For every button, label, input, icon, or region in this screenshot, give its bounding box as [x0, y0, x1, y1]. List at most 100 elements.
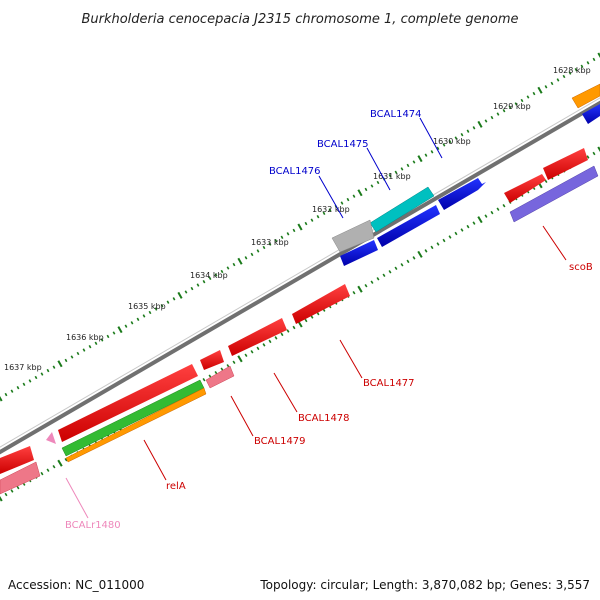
gene-label-scob[interactable]: scoB — [569, 262, 593, 273]
tick-mark — [448, 235, 452, 239]
gene-label-bcalr1480[interactable]: BCALr1480 — [65, 520, 121, 531]
tick-mark — [256, 249, 260, 253]
tick-mark — [286, 329, 290, 333]
genome-summary-text: Topology: circular; Length: 3,870,082 bp… — [260, 578, 590, 592]
tick-mark — [352, 290, 356, 295]
gene-label-bcal1475[interactable]: BCAL1475 — [317, 139, 369, 150]
tick-mark — [310, 218, 314, 222]
tick-mark — [274, 336, 278, 340]
tick-mark — [226, 266, 230, 270]
gene-label-rela[interactable]: relA — [166, 481, 186, 492]
tick-mark — [322, 211, 326, 215]
tick-mark — [117, 326, 123, 334]
tick-mark — [106, 334, 110, 339]
tick-mark — [400, 263, 404, 267]
gene-red-scob-upper[interactable] — [504, 174, 546, 203]
gene-blue-small[interactable] — [340, 240, 378, 266]
tick-mark — [454, 231, 458, 236]
tick-mark — [376, 180, 380, 185]
tick-mark — [424, 153, 428, 157]
tick-mark — [40, 372, 44, 376]
gene-bcal1478-big[interactable] — [228, 318, 287, 356]
gene-label-bcal1474[interactable]: BCAL1474 — [370, 109, 422, 120]
tick-mark — [417, 250, 423, 258]
gene-blue-top-right[interactable] — [582, 104, 600, 124]
tick-mark — [597, 52, 600, 59]
tick-mark — [574, 68, 578, 72]
tick-mark — [292, 325, 296, 330]
tick-label-1636: 1636 kbp — [66, 333, 104, 342]
tick-mark — [256, 346, 260, 351]
tick-label-1635: 1635 kbp — [128, 302, 166, 311]
gene-label-bcal1477[interactable]: BCAL1477 — [363, 378, 415, 389]
tick-mark — [412, 256, 416, 260]
gene-bcal1474[interactable] — [438, 178, 486, 210]
gene-label-bcal1478[interactable]: BCAL1478 — [298, 413, 350, 424]
gene-rela-upper[interactable] — [58, 364, 198, 442]
tick-mark — [316, 215, 320, 219]
tick-mark — [490, 210, 494, 215]
tick-mark — [357, 189, 363, 197]
tick-mark — [100, 338, 104, 342]
tick-label-1631: 1631 kbp — [373, 172, 411, 181]
tick-mark — [442, 143, 446, 147]
gene-bcal1475[interactable] — [369, 186, 435, 233]
tick-mark — [394, 170, 398, 174]
tick-label-1628: 1628 kbp — [553, 66, 591, 75]
tick-mark — [460, 133, 464, 137]
tick-mark — [124, 324, 128, 328]
tick-mark — [166, 300, 170, 304]
tick-mark — [424, 249, 428, 253]
tick-mark — [496, 207, 500, 211]
tick-mark — [136, 317, 140, 321]
tick-mark — [232, 360, 236, 365]
tick-mark — [16, 485, 20, 490]
forward-strand-genes — [0, 83, 600, 495]
gene-label-bcal1479[interactable]: BCAL1479 — [254, 436, 306, 447]
gene-red-scob-upper-2[interactable] — [543, 148, 588, 180]
tick-mark — [64, 358, 68, 363]
tick-mark — [430, 245, 434, 250]
tick-mark — [304, 221, 308, 226]
gene-bcal1479[interactable] — [205, 365, 235, 389]
tick-mark — [52, 365, 56, 369]
tick-mark — [532, 91, 536, 96]
tick-mark — [502, 109, 506, 113]
tick-mark — [310, 315, 314, 319]
gene-bcal1476[interactable] — [331, 219, 375, 253]
gene-red-left[interactable] — [0, 446, 34, 474]
tick-mark — [592, 151, 596, 156]
tick-mark — [580, 64, 584, 68]
gene-rela-orange[interactable] — [65, 387, 207, 463]
tick-mark — [382, 273, 386, 278]
tick-label-1629: 1629 kbp — [493, 102, 531, 111]
tick-mark — [22, 382, 26, 386]
tick-mark — [466, 224, 470, 229]
gene-blue-mid[interactable] — [377, 205, 440, 247]
tick-mark — [436, 146, 440, 150]
tick-mark — [76, 351, 80, 356]
tick-label-1630: 1630 kbp — [433, 137, 471, 146]
tick-mark — [16, 386, 20, 390]
gene-label-bcal1476[interactable]: BCAL1476 — [269, 166, 321, 177]
tick-mark — [202, 280, 206, 284]
gene-bcalr1480[interactable] — [46, 432, 56, 444]
tick-mark — [490, 115, 494, 120]
gene-orange-top-right[interactable] — [571, 83, 600, 109]
tick-mark — [160, 304, 164, 308]
tick-mark — [177, 291, 183, 299]
tick-mark — [280, 332, 284, 337]
tick-mark — [502, 203, 506, 208]
tick-mark — [237, 355, 243, 363]
tick-mark — [214, 273, 218, 277]
tick-label-1633: 1633 kbp — [251, 238, 289, 247]
tick-mark — [202, 377, 206, 382]
gene-scob[interactable] — [509, 165, 599, 223]
tick-mark — [70, 355, 74, 359]
tick-mark — [34, 375, 38, 380]
gene-bcal1478[interactable] — [200, 350, 224, 370]
gene-pink-left[interactable] — [0, 461, 41, 495]
gene-bcal1477[interactable] — [292, 284, 350, 324]
tick-mark — [406, 259, 410, 264]
